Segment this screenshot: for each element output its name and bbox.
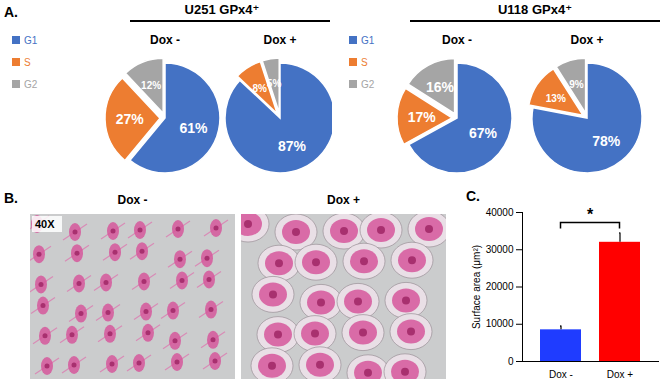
svg-text:B.: B.	[4, 190, 18, 206]
svg-text:20000: 20000	[486, 281, 514, 292]
svg-text:0: 0	[508, 356, 514, 367]
svg-text:61%: 61%	[179, 120, 208, 136]
svg-text:40000: 40000	[486, 207, 514, 218]
html-text:C.: C.	[466, 188, 480, 204]
svg-text:30000: 30000	[486, 244, 514, 255]
svg-text:G2: G2	[24, 79, 38, 90]
svg-text:13%: 13%	[546, 93, 566, 104]
svg-text:Dox -: Dox -	[549, 369, 573, 380]
svg-text:G2: G2	[361, 79, 375, 90]
svg-text:40X: 40X	[35, 218, 55, 230]
svg-text:10000: 10000	[486, 318, 514, 329]
svg-text:9%: 9%	[569, 79, 584, 90]
svg-text:*: *	[587, 206, 594, 223]
svg-text:G1: G1	[361, 35, 375, 46]
svg-text:U251 GPx4⁺: U251 GPx4⁺	[185, 2, 260, 17]
svg-text:16%: 16%	[426, 79, 455, 95]
svg-text:G1: G1	[24, 35, 38, 46]
svg-text:Dox -: Dox -	[118, 193, 148, 207]
svg-text:U118 GPx4⁺: U118 GPx4⁺	[498, 2, 572, 17]
svg-text:Surface area (μm²): Surface area (μm²)	[471, 245, 482, 329]
svg-text:Dox -: Dox -	[150, 33, 180, 47]
svg-text:Dox -: Dox -	[442, 33, 472, 47]
svg-text:78%: 78%	[592, 133, 621, 149]
svg-text:87%: 87%	[278, 138, 307, 154]
svg-text:Dox +: Dox +	[263, 33, 296, 47]
svg-text:A.: A.	[4, 4, 18, 20]
svg-text:S: S	[361, 57, 368, 68]
svg-text:Dox +: Dox +	[570, 33, 603, 47]
svg-text:S: S	[24, 57, 31, 68]
svg-text:Dox +: Dox +	[327, 193, 360, 207]
svg-text:27%: 27%	[116, 111, 145, 127]
svg-text:67%: 67%	[469, 125, 498, 141]
svg-text:12%: 12%	[141, 80, 161, 91]
svg-text:17%: 17%	[408, 109, 437, 125]
svg-text:5%: 5%	[267, 78, 282, 89]
svg-text:Dox +: Dox +	[607, 369, 634, 380]
svg-text:8%: 8%	[253, 83, 268, 94]
